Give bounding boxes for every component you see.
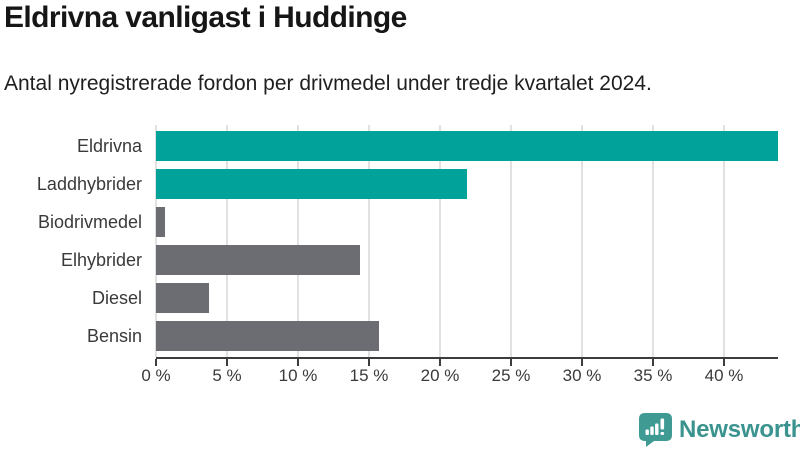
gridline [723,125,726,357]
brand-name: Newsworthy [679,416,800,443]
x-tick [439,359,442,366]
x-tick [581,359,584,366]
gridline [510,125,513,357]
bar-laddhybrider [156,169,467,199]
bar-diesel [156,283,209,313]
bar-chart-speech-bubble-icon [639,413,672,447]
bar-label: Elhybrider [60,250,142,270]
x-tick-label: 0 % [141,366,171,385]
bar-label: Laddhybrider [36,174,142,194]
gridline [439,125,442,357]
x-tick [226,359,228,366]
gridline [581,125,584,357]
x-tick-label: 10 % [278,366,318,385]
gridline [297,125,299,357]
x-tick-label: 25 % [491,366,531,385]
x-tick [297,359,299,366]
bar-biodrivmedel [156,207,165,237]
chart-subtitle: Antal nyregistrerade fordon per drivmede… [4,72,652,95]
gridline [368,125,370,357]
x-tick-label: 5 % [212,366,242,385]
x-tick [723,359,726,366]
bar-label: Bensin [86,326,142,346]
gridline [155,125,157,357]
chart-title: Eldrivna vanligast i Huddinge [4,1,407,34]
bar-elhybrider [156,245,361,275]
bar-eldrivna [156,131,778,161]
newsworthy-logo: Newsworthy [639,413,800,447]
x-tick [510,359,513,366]
x-tick-label: 40 % [704,366,744,385]
x-tick-label: 15 % [349,366,389,385]
x-tick [155,359,157,366]
x-tick-label: 35 % [633,366,673,385]
x-tick [368,359,370,366]
x-tick-label: 20 % [420,366,460,385]
bar-bensin [156,321,379,351]
x-tick-label: 30 % [562,366,602,385]
bar-label: Eldrivna [76,136,142,156]
bar-label: Diesel [91,288,142,308]
gridline [226,125,228,357]
x-tick [652,359,655,366]
gridline [652,125,655,357]
bar-label: Biodrivmedel [37,212,142,232]
x-axis-line [156,357,778,359]
